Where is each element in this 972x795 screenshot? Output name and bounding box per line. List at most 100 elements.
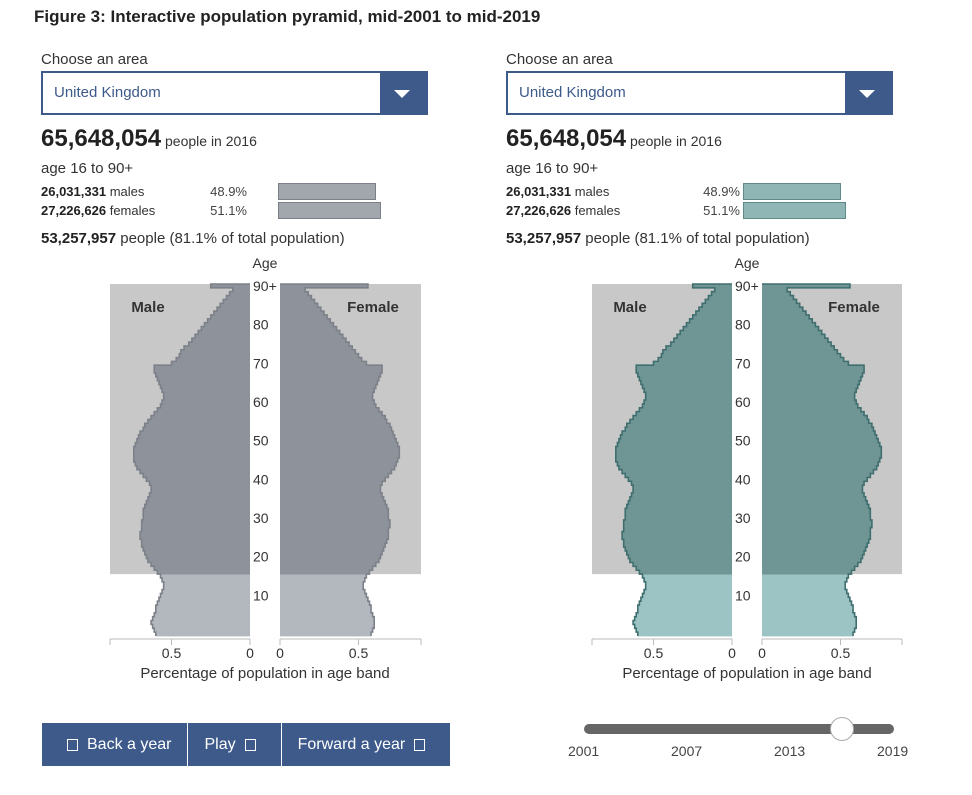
male-bar	[198, 330, 250, 335]
female-bar	[280, 469, 392, 474]
back-a-year-button[interactable]: Back a year	[42, 723, 189, 766]
male-bar	[636, 369, 732, 374]
female-bar	[762, 539, 869, 544]
female-bar	[280, 287, 306, 293]
year-slider-handle[interactable]	[830, 717, 855, 741]
male-bar	[631, 492, 732, 498]
male-outline	[615, 283, 732, 636]
female-bar	[280, 446, 400, 451]
female-bar	[762, 380, 860, 385]
male-bar	[662, 349, 732, 355]
male-bar	[158, 597, 250, 602]
back-a-year-label: Back a year	[87, 735, 172, 753]
male-bar	[144, 550, 250, 556]
male-bar	[133, 458, 250, 463]
area-select-button[interactable]	[845, 73, 891, 113]
female-bar	[280, 353, 359, 358]
female-bar	[280, 492, 383, 498]
male-bar	[640, 380, 732, 385]
area-select[interactable]: United Kingdom	[41, 71, 428, 115]
male-bar	[154, 566, 250, 571]
female-bar	[762, 430, 876, 436]
age-tick-label: 50	[253, 433, 269, 449]
selected-summary: 53,257,957 people (81.1% of total popula…	[41, 230, 345, 247]
male-bar	[615, 454, 732, 459]
male-bar	[615, 446, 732, 451]
female-bar	[762, 624, 857, 629]
female-bar	[280, 489, 381, 494]
area-select-button[interactable]	[380, 73, 426, 113]
male-bar	[677, 334, 732, 339]
forward-a-year-button[interactable]: Forward a year	[281, 723, 451, 766]
male-bar	[162, 400, 250, 405]
male-bar	[666, 345, 732, 351]
age-range-label: age 16 to 90+	[506, 160, 599, 177]
females-row: 27,226,626 females	[41, 203, 155, 218]
female-bar	[280, 481, 383, 486]
male-bar	[625, 547, 732, 552]
total-population-value: 65,648,054	[506, 125, 627, 152]
male-bar	[633, 489, 732, 494]
male-bar	[143, 427, 250, 432]
male-bar	[180, 349, 250, 355]
female-bar	[280, 485, 381, 490]
male-bar	[207, 318, 250, 324]
male-bar	[623, 527, 732, 532]
female-bar	[280, 299, 315, 304]
female-bar	[762, 581, 846, 587]
female-bar	[280, 531, 389, 536]
male-bar	[138, 434, 250, 440]
female-bar	[280, 342, 350, 347]
female-bar	[762, 311, 806, 316]
female-bar	[762, 577, 847, 583]
male-bar	[143, 508, 250, 513]
female-bar	[280, 550, 383, 556]
total-population-suffix: people in 2016	[630, 133, 722, 149]
male-bar	[636, 628, 732, 633]
female-bar	[280, 589, 365, 594]
x-tick-label: 0	[246, 645, 254, 661]
female-bar	[280, 307, 321, 312]
male-bar	[625, 508, 732, 513]
female-bar	[762, 322, 816, 327]
female-bar	[762, 295, 794, 300]
selected-summary: 53,257,957 people (81.1% of total popula…	[506, 230, 810, 247]
female-bar	[762, 589, 847, 594]
female-bar	[762, 485, 863, 490]
female-bar	[762, 512, 871, 517]
age-tick-label: 20	[253, 549, 269, 565]
males-pct-bar	[278, 183, 376, 200]
male-bar	[155, 372, 250, 378]
female-bar	[280, 597, 368, 602]
female-bar	[280, 326, 337, 331]
male-bar	[637, 608, 732, 614]
male-bar	[154, 411, 250, 416]
year-slider[interactable]	[584, 717, 894, 741]
male-bar	[160, 384, 250, 389]
female-bar	[762, 318, 813, 324]
female-bar	[280, 403, 376, 409]
x-tick-label: 0.5	[644, 645, 664, 661]
male-bar	[163, 392, 250, 397]
area-select[interactable]: United Kingdom	[506, 71, 893, 115]
female-bar	[762, 504, 869, 509]
female-bar	[280, 291, 309, 297]
age-tick-label: 30	[735, 510, 751, 526]
female-bar	[280, 605, 372, 610]
female-bar	[762, 516, 871, 521]
females-count: 27,226,626	[41, 203, 107, 218]
play-button[interactable]: Play	[188, 723, 282, 766]
male-bar	[644, 577, 732, 583]
male-bar	[141, 523, 250, 529]
female-bar	[280, 411, 383, 416]
male-bar	[622, 469, 732, 474]
females-row: 27,226,626 females	[506, 203, 620, 218]
male-bar	[686, 322, 732, 327]
female-bar	[762, 415, 868, 420]
male-bar	[625, 516, 732, 521]
female-bar	[762, 574, 849, 579]
x-tick-label: 0	[758, 645, 766, 661]
female-bar	[280, 365, 383, 370]
x-tick-label: 0.5	[831, 645, 851, 661]
female-bar	[280, 624, 375, 629]
